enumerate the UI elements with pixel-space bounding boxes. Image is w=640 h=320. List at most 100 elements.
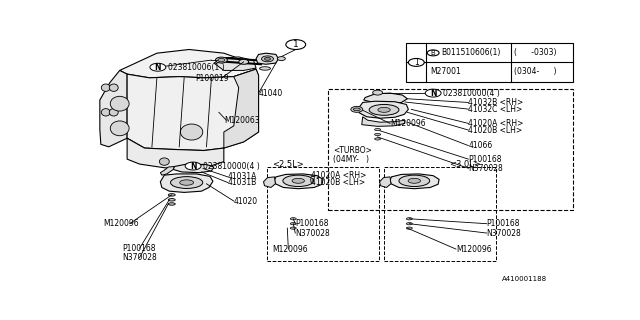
Bar	[384, 167, 495, 261]
Ellipse shape	[283, 175, 314, 187]
Text: 023810000(4 ): 023810000(4 )	[203, 162, 260, 171]
Text: M120096: M120096	[390, 119, 426, 128]
Polygon shape	[127, 138, 224, 169]
Ellipse shape	[399, 175, 429, 187]
Text: 023810000(4 ): 023810000(4 )	[443, 89, 500, 98]
Circle shape	[216, 57, 227, 63]
Ellipse shape	[406, 218, 412, 220]
Ellipse shape	[168, 198, 175, 201]
Ellipse shape	[378, 108, 390, 112]
Text: M120063: M120063	[224, 116, 259, 125]
Ellipse shape	[260, 67, 271, 70]
Text: P100168: P100168	[486, 219, 520, 228]
Polygon shape	[161, 174, 213, 192]
Ellipse shape	[168, 194, 175, 196]
Ellipse shape	[292, 178, 305, 183]
Circle shape	[425, 89, 441, 97]
Ellipse shape	[101, 84, 110, 92]
Text: 41020: 41020	[234, 196, 258, 205]
Text: (04MY-   ): (04MY- )	[333, 155, 369, 164]
Text: N370028: N370028	[468, 164, 503, 173]
Polygon shape	[275, 174, 323, 189]
Ellipse shape	[101, 108, 110, 116]
Circle shape	[408, 59, 424, 66]
Polygon shape	[173, 164, 214, 173]
Circle shape	[286, 40, 306, 50]
Ellipse shape	[110, 121, 129, 136]
Polygon shape	[100, 70, 127, 147]
Polygon shape	[256, 53, 278, 64]
Polygon shape	[127, 69, 259, 150]
Circle shape	[264, 57, 271, 60]
Polygon shape	[362, 117, 405, 126]
Text: M120096: M120096	[273, 244, 308, 253]
Circle shape	[262, 56, 273, 62]
Circle shape	[351, 107, 363, 112]
Polygon shape	[359, 101, 408, 118]
Text: P100019: P100019	[195, 74, 228, 83]
Ellipse shape	[408, 178, 420, 183]
Text: 41020B <LH>: 41020B <LH>	[311, 178, 365, 187]
Text: N370028: N370028	[486, 228, 522, 237]
Text: N370028: N370028	[295, 228, 330, 237]
Text: N: N	[155, 63, 161, 72]
Ellipse shape	[110, 96, 129, 111]
Ellipse shape	[180, 124, 203, 140]
Text: M120096: M120096	[456, 244, 492, 253]
Ellipse shape	[109, 108, 118, 116]
Text: 41020A <RH>: 41020A <RH>	[311, 172, 367, 180]
Ellipse shape	[168, 203, 175, 205]
Text: 1: 1	[293, 40, 299, 49]
Text: 41032B <RH>: 41032B <RH>	[468, 98, 524, 107]
Ellipse shape	[180, 180, 193, 185]
Text: N370028: N370028	[123, 253, 157, 262]
Ellipse shape	[291, 223, 296, 225]
Polygon shape	[364, 93, 408, 104]
Ellipse shape	[159, 158, 169, 165]
Polygon shape	[161, 166, 174, 175]
Circle shape	[372, 90, 383, 95]
Text: 41031A: 41031A	[228, 172, 257, 181]
Ellipse shape	[374, 133, 381, 136]
Circle shape	[218, 58, 225, 62]
Text: 41032C <LH>: 41032C <LH>	[468, 105, 523, 114]
Text: (      -0303): ( -0303)	[513, 48, 556, 57]
Text: (0304-      ): (0304- )	[513, 68, 556, 76]
Ellipse shape	[353, 108, 360, 111]
Text: P100168: P100168	[123, 244, 156, 253]
Ellipse shape	[109, 84, 118, 92]
Polygon shape	[380, 177, 391, 188]
Bar	[268, 167, 379, 261]
Text: <TURBO>: <TURBO>	[333, 146, 372, 155]
Text: <3.0L>: <3.0L>	[449, 160, 481, 169]
Text: B: B	[431, 50, 436, 56]
Circle shape	[239, 59, 249, 64]
Text: 41020A <RH>: 41020A <RH>	[468, 119, 524, 128]
Text: N: N	[430, 89, 436, 98]
Circle shape	[185, 162, 201, 170]
Text: N: N	[190, 162, 196, 171]
Text: B011510606(1): B011510606(1)	[441, 48, 500, 57]
Ellipse shape	[406, 227, 412, 229]
Text: 41020B <LH>: 41020B <LH>	[468, 125, 522, 135]
Text: 41031B: 41031B	[228, 178, 257, 187]
Ellipse shape	[291, 218, 296, 220]
Circle shape	[428, 50, 439, 56]
Polygon shape	[120, 50, 256, 78]
Ellipse shape	[374, 128, 381, 131]
Ellipse shape	[291, 227, 296, 229]
Text: 41040: 41040	[259, 89, 283, 98]
Polygon shape	[224, 69, 259, 148]
Text: 023810006(1 ): 023810006(1 )	[168, 63, 225, 72]
Polygon shape	[390, 174, 439, 189]
Text: M27001: M27001	[430, 68, 461, 76]
Text: A410001188: A410001188	[502, 276, 547, 282]
Circle shape	[150, 63, 166, 71]
Ellipse shape	[369, 104, 399, 115]
Ellipse shape	[406, 223, 412, 225]
Ellipse shape	[374, 138, 381, 140]
Polygon shape	[264, 177, 275, 188]
Text: M120096: M120096	[103, 219, 138, 228]
Circle shape	[277, 57, 285, 60]
Ellipse shape	[170, 177, 203, 188]
